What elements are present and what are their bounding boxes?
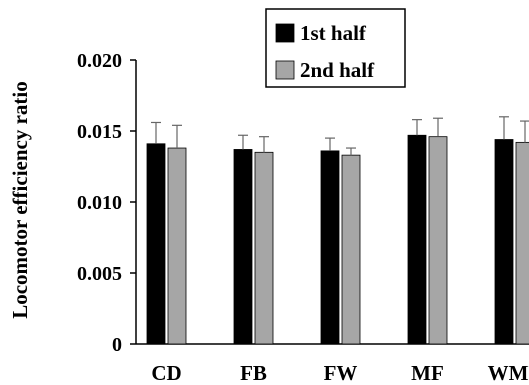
x-tick-labels: CD FB FW MF WMF [151, 361, 529, 385]
legend-label-2: 2nd half [300, 58, 375, 82]
y-tick-label: 0.005 [77, 263, 122, 285]
bar-cd-series-1 [146, 143, 166, 345]
legend-label-1: 1st half [300, 21, 367, 45]
y-ticks: 0 0.005 0.010 0.015 0.020 [77, 50, 136, 356]
y-tick-label: 0.015 [77, 121, 122, 143]
x-tick-label-cd: CD [151, 361, 181, 385]
bar-wmf-series-1 [494, 139, 514, 345]
x-tick-label-mf: MF [411, 361, 444, 385]
y-tick-label: 0 [112, 334, 122, 356]
bar-mf-series-2 [428, 136, 448, 345]
y-tick-label: 0.010 [77, 192, 122, 214]
x-tick-label-fb: FB [240, 361, 267, 385]
bar-cd-series-2 [167, 147, 187, 345]
bar-fw-series-1 [320, 150, 340, 345]
legend-swatch-1 [275, 23, 295, 43]
bar-fw-series-2 [341, 154, 361, 345]
bars [146, 116, 529, 345]
x-tick-label-fw: FW [324, 361, 358, 385]
bar-fb-series-1 [233, 149, 253, 345]
legend-box [265, 8, 406, 88]
y-tick-label: 0.020 [77, 50, 122, 72]
legend: 1st half 2nd half [265, 8, 406, 88]
bar-fb-series-2 [254, 151, 274, 345]
legend-swatch-2 [275, 60, 295, 80]
y-axis-title: Locomotor efficiency ratio [8, 81, 32, 319]
y-axis-title-group: Locomotor efficiency ratio [8, 81, 32, 319]
bar-wmf-series-2 [515, 141, 529, 345]
bar-mf-series-1 [407, 134, 427, 345]
x-tick-label-wmf: WMF [488, 361, 529, 385]
